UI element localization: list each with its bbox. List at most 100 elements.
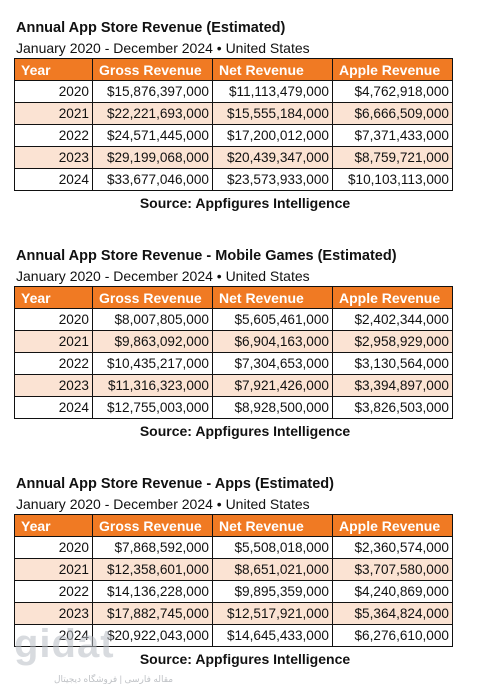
header-year: Year [14,286,93,309]
cell-apple-revenue: $3,130,564,000 [332,352,453,375]
revenue-table: Year Gross Revenue Net Revenue Apple Rev… [14,58,453,191]
table-row: 2022 $14,136,228,000 $9,895,359,000 $4,2… [14,580,453,603]
cell-net-revenue: $23,573,933,000 [212,168,333,191]
cell-apple-revenue: $8,759,721,000 [332,146,453,169]
cell-apple-revenue: $2,958,929,000 [332,330,453,353]
cell-year: 2022 [14,352,93,375]
watermark-logo: gidat مقاله فارسی | فروشگاه دیجیتال [14,622,173,692]
cell-net-revenue: $8,651,021,000 [212,558,333,581]
cell-gross-revenue: $33,677,046,000 [92,168,213,191]
cell-net-revenue: $9,895,359,000 [212,580,333,603]
watermark-tagline: مقاله فارسی | فروشگاه دیجیتال [54,674,174,684]
cell-net-revenue: $12,517,921,000 [212,602,333,625]
cell-gross-revenue: $15,876,397,000 [92,80,213,103]
cell-net-revenue: $6,904,163,000 [212,330,333,353]
cell-year: 2024 [14,396,93,419]
cell-net-revenue: $5,605,461,000 [212,308,333,331]
table-title: Annual App Store Revenue - Apps (Estimat… [16,476,334,492]
cell-apple-revenue: $2,360,574,000 [332,536,453,559]
cell-apple-revenue: $3,707,580,000 [332,558,453,581]
cell-year: 2023 [14,146,93,169]
cell-gross-revenue: $17,882,745,000 [92,602,213,625]
table-title: Annual App Store Revenue - Mobile Games … [16,248,397,264]
table-source: Source: Appfigures Intelligence [139,195,351,211]
cell-apple-revenue: $5,364,824,000 [332,602,453,625]
cell-gross-revenue: $12,755,003,000 [92,396,213,419]
cell-gross-revenue: $8,007,805,000 [92,308,213,331]
cell-apple-revenue: $3,394,897,000 [332,374,453,397]
table-row: 2021 $12,358,601,000 $8,651,021,000 $3,7… [14,558,453,581]
cell-gross-revenue: $29,199,068,000 [92,146,213,169]
revenue-table-block-games: Annual App Store Revenue - Mobile Games … [14,246,453,441]
header-apple-revenue: Apple Revenue [332,514,453,537]
cell-apple-revenue: $6,276,610,000 [332,624,453,647]
header-net-revenue: Net Revenue [212,286,333,309]
cell-year: 2020 [14,308,93,331]
cell-apple-revenue: $4,240,869,000 [332,580,453,603]
table-row: 2024 $12,755,003,000 $8,928,500,000 $3,8… [14,396,453,419]
header-year: Year [14,58,93,81]
cell-apple-revenue: $2,402,344,000 [332,308,453,331]
cell-year: 2023 [14,602,93,625]
cell-year: 2021 [14,102,93,125]
table-row: 2023 $29,199,068,000 $20,439,347,000 $8,… [14,146,453,169]
table-subtitle: January 2020 - December 2024 • United St… [16,496,310,512]
cell-year: 2024 [14,168,93,191]
table-row: 2020 $15,876,397,000 $11,113,479,000 $4,… [14,80,453,103]
cell-net-revenue: $20,439,347,000 [212,146,333,169]
cell-year: 2021 [14,330,93,353]
table-row: 2020 $8,007,805,000 $5,605,461,000 $2,40… [14,308,453,331]
table-row: 2023 $11,316,323,000 $7,921,426,000 $3,3… [14,374,453,397]
table-source: Source: Appfigures Intelligence [139,651,351,667]
cell-year: 2024 [14,624,93,647]
cell-net-revenue: $17,200,012,000 [212,124,333,147]
watermark-logo-text: gidat [14,622,115,666]
cell-apple-revenue: $10,103,113,000 [332,168,453,191]
table-header-row: Year Gross Revenue Net Revenue Apple Rev… [14,514,453,537]
table-row: 2023 $17,882,745,000 $12,517,921,000 $5,… [14,602,453,625]
header-net-revenue: Net Revenue [212,58,333,81]
cell-gross-revenue: $12,358,601,000 [92,558,213,581]
header-gross-revenue: Gross Revenue [92,58,213,81]
cell-apple-revenue: $4,762,918,000 [332,80,453,103]
cell-apple-revenue: $6,666,509,000 [332,102,453,125]
header-apple-revenue: Apple Revenue [332,58,453,81]
header-net-revenue: Net Revenue [212,514,333,537]
table-row: 2024 $20,922,043,000 $14,645,433,000 $6,… [14,624,453,647]
header-year: Year [14,514,93,537]
header-gross-revenue: Gross Revenue [92,286,213,309]
cell-net-revenue: $7,921,426,000 [212,374,333,397]
table-row: 2021 $9,863,092,000 $6,904,163,000 $2,95… [14,330,453,353]
table-header-row: Year Gross Revenue Net Revenue Apple Rev… [14,286,453,309]
cell-apple-revenue: $7,371,433,000 [332,124,453,147]
cell-net-revenue: $11,113,479,000 [212,80,333,103]
revenue-table-block-total: Annual App Store Revenue (Estimated) Jan… [14,18,453,213]
cell-year: 2021 [14,558,93,581]
table-row: 2022 $24,571,445,000 $17,200,012,000 $7,… [14,124,453,147]
table-source: Source: Appfigures Intelligence [139,423,351,439]
table-title: Annual App Store Revenue (Estimated) [16,20,286,36]
cell-net-revenue: $7,304,653,000 [212,352,333,375]
cell-year: 2022 [14,124,93,147]
cell-gross-revenue: $11,316,323,000 [92,374,213,397]
table-header-row: Year Gross Revenue Net Revenue Apple Rev… [14,58,453,81]
cell-year: 2022 [14,580,93,603]
header-gross-revenue: Gross Revenue [92,514,213,537]
revenue-table: Year Gross Revenue Net Revenue Apple Rev… [14,286,453,419]
cell-net-revenue: $14,645,433,000 [212,624,333,647]
table-row: 2024 $33,677,046,000 $23,573,933,000 $10… [14,168,453,191]
revenue-table: Year Gross Revenue Net Revenue Apple Rev… [14,514,453,647]
cell-year: 2023 [14,374,93,397]
table-row: 2021 $22,221,693,000 $15,555,184,000 $6,… [14,102,453,125]
table-subtitle: January 2020 - December 2024 • United St… [16,40,310,56]
cell-gross-revenue: $9,863,092,000 [92,330,213,353]
table-row: 2020 $7,868,592,000 $5,508,018,000 $2,36… [14,536,453,559]
cell-gross-revenue: $24,571,445,000 [92,124,213,147]
cell-gross-revenue: $14,136,228,000 [92,580,213,603]
cell-gross-revenue: $10,435,217,000 [92,352,213,375]
cell-apple-revenue: $3,826,503,000 [332,396,453,419]
cell-year: 2020 [14,536,93,559]
cell-net-revenue: $15,555,184,000 [212,102,333,125]
cell-net-revenue: $5,508,018,000 [212,536,333,559]
cell-net-revenue: $8,928,500,000 [212,396,333,419]
